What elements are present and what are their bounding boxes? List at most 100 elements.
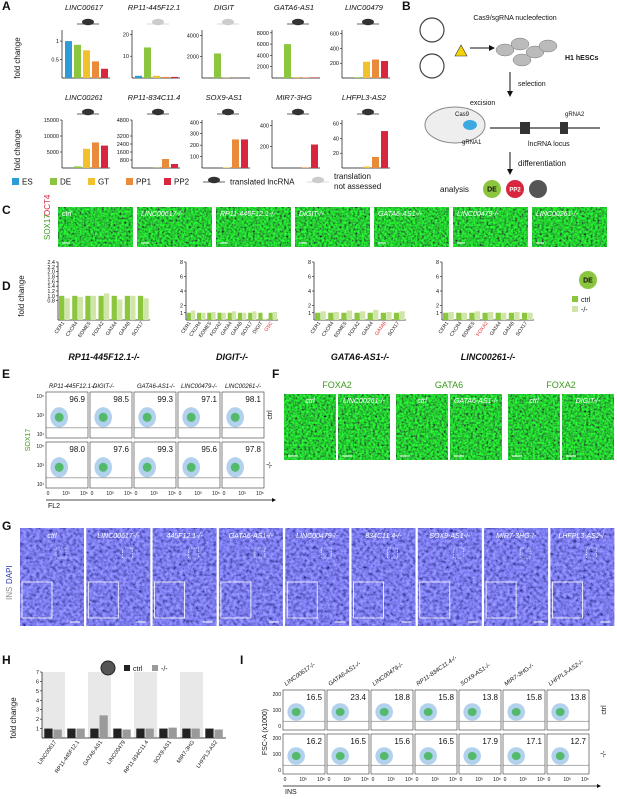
exon	[520, 122, 530, 134]
bar	[90, 728, 99, 738]
b-text: analysis	[440, 185, 469, 194]
bar	[101, 68, 108, 78]
chart-title: RP11-834C11.4	[128, 93, 181, 102]
zoom-box	[254, 547, 266, 559]
b-text: Cas9	[455, 112, 470, 118]
bar	[168, 727, 177, 738]
y-tick-label: 0	[278, 724, 281, 730]
cell-core	[335, 708, 345, 716]
y-tick-label: 0.8	[47, 299, 55, 305]
y-tick-label: 6	[180, 275, 183, 281]
bar	[217, 312, 222, 320]
x-tick-label: GATA6-AS1	[82, 740, 104, 768]
cell-core	[291, 708, 301, 716]
y-tick-label: 10000	[44, 134, 59, 140]
legend-badge: DE	[583, 278, 593, 285]
x-tick-label: 10⁵	[80, 491, 88, 497]
image-label: LINC00617-/-	[141, 211, 184, 218]
bar	[117, 299, 123, 320]
bar	[333, 312, 339, 320]
y-tick-label: 5000	[47, 150, 59, 156]
bar	[367, 312, 373, 320]
y-tick-label: 10¹	[37, 432, 45, 438]
image-label: ctrl	[62, 211, 72, 218]
b-text: H1 hESCs	[565, 55, 599, 62]
x-tick-label: RP11-834C11.4	[123, 740, 150, 775]
micrograph	[508, 394, 560, 460]
y-tick-label: 10³	[37, 413, 45, 419]
bar	[380, 312, 387, 320]
inset	[286, 581, 318, 619]
y-tick-label: 400	[330, 46, 339, 52]
image-label: ctrl	[529, 398, 539, 405]
legend-swatch	[572, 306, 578, 312]
column-label: GATA6-AS1-/-	[328, 661, 362, 688]
cell-core	[335, 752, 345, 760]
x-tick-label: 10³	[106, 491, 114, 497]
b-text: PP2	[509, 188, 521, 194]
micrograph	[453, 207, 528, 247]
y-tick-label: 4	[180, 289, 183, 295]
y-tick-label: 2000	[257, 65, 269, 71]
x-tick-label: 0	[416, 777, 419, 783]
chart-title: SOX9-AS1	[206, 93, 243, 102]
stain-label: INS	[5, 587, 14, 600]
gate-percent: 16.5	[438, 737, 454, 746]
y-tick-label: 1	[56, 39, 59, 45]
image-label: MIR7-3HG-/-	[496, 533, 537, 540]
gate-percent: 17.9	[482, 737, 498, 746]
bar	[469, 312, 475, 320]
bar	[527, 312, 533, 320]
gate-percent: 96.9	[69, 395, 85, 404]
warning-icon	[454, 44, 468, 57]
cell	[512, 53, 532, 67]
cell-core	[291, 752, 301, 760]
micrograph	[295, 207, 370, 247]
plasmid	[419, 53, 445, 79]
gate-percent: 17.1	[526, 737, 542, 746]
image-label: RP11-445F12.1-/-	[220, 211, 276, 218]
bar	[381, 61, 388, 78]
legend-swatch	[50, 178, 57, 185]
x-tick-label: FOXA2	[475, 321, 489, 338]
y-tick-label: 2.0	[47, 270, 55, 276]
y-tick-label: 800	[120, 158, 129, 164]
bar	[44, 728, 53, 738]
bar	[143, 298, 149, 320]
column-label: RP11-445F12.1-/-	[49, 384, 97, 390]
x-tick-label: GATA6	[118, 321, 132, 337]
gate-percent: 15.8	[438, 693, 454, 702]
x-tick-label: 0	[223, 491, 226, 497]
bar	[201, 312, 206, 320]
y-tick-label: 10⁵	[36, 444, 44, 450]
bar	[227, 312, 232, 320]
micrograph	[562, 394, 614, 460]
bar	[241, 139, 248, 168]
image-label: ctrl	[417, 398, 427, 405]
chart-title: DIGIT	[214, 3, 235, 12]
cell	[510, 37, 530, 51]
zoom-box	[519, 547, 531, 559]
ribosome-icon	[222, 18, 234, 26]
bar	[205, 728, 214, 738]
bar	[191, 310, 196, 320]
bar	[311, 144, 318, 168]
column-label: RP11-834C11.4-/-	[416, 655, 459, 687]
legend-label: not assessed	[334, 182, 381, 191]
bar	[461, 312, 467, 320]
image-label: 834C11.4-/-	[365, 533, 402, 540]
bar	[521, 312, 528, 320]
x-tick-label: 0	[460, 777, 463, 783]
x-tick-label: RP11-445F12.1	[54, 740, 81, 775]
bar	[315, 312, 321, 320]
cell-outline	[424, 106, 486, 144]
bar	[74, 166, 81, 168]
y-axis-label: fold change	[9, 697, 18, 739]
x-tick-label: LHFPL3-AS2	[196, 740, 220, 770]
x-tick-label: 0	[284, 777, 287, 783]
cell-core	[54, 412, 64, 422]
band-shade	[134, 672, 157, 738]
x-tick-label: EOMES	[461, 320, 477, 339]
stain-label: DAPI	[5, 565, 14, 584]
